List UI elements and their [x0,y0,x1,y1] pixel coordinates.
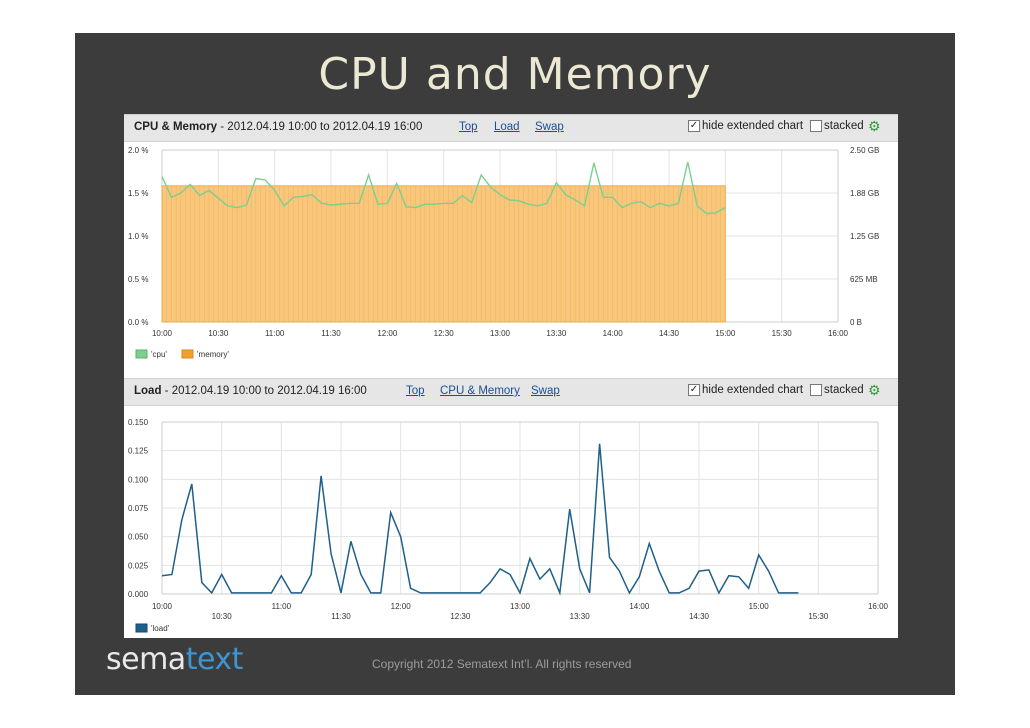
x-tick-label: 16:00 [828,329,849,338]
hide-extended-checkbox[interactable]: ✓ [688,384,700,396]
y-right-tick-label: 1.25 GB [850,232,879,241]
cpu-memory-chart: 10:00 10:30 11:00 11:30 12:00 12:30 13:00 13:30… [128,146,879,359]
stacked-option[interactable]: stacked [810,120,864,132]
x-tick-label: 15:30 [772,329,793,338]
x-tick-label: 12:00 [377,329,398,338]
x-tick-label: 15:00 [715,329,736,338]
x-tick-label: 10:00 [152,602,173,611]
x-tick-label: 14:30 [659,329,680,338]
stacked-checkbox[interactable] [810,384,822,396]
x-tick-label: 14:00 [629,602,650,611]
x-tick-label: 11:00 [265,329,285,338]
stacked-option[interactable]: stacked [810,384,864,396]
y-left-tick-label: 0.5 % [128,275,148,284]
legend-load-label: 'load' [151,624,170,633]
y-tick-label: 0.150 [128,418,149,427]
x-tick-label: 13:30 [570,612,591,621]
x-tick-label: 14:30 [689,612,710,621]
cpu-chart-title: CPU & Memory - 2012.04.19 10:00 to 2012.… [134,121,423,133]
x-tick-label: 11:00 [272,602,292,611]
charts-panel: CPU & Memory - 2012.04.19 10:00 to 2012.… [124,114,898,638]
load-chart-header: Load - 2012.04.19 10:00 to 2012.04.19 16… [124,378,898,406]
x-tick-label: 10:00 [152,329,173,338]
x-tick-label: 15:30 [808,612,829,621]
cpu-series-line [161,161,726,215]
legend-cpu-swatch [135,349,148,359]
cpu-chart-header: CPU & Memory - 2012.04.19 10:00 to 2012.… [124,114,898,142]
load-chart-title: Load - 2012.04.19 10:00 to 2012.04.19 16… [134,385,367,397]
legend-memory-swatch [181,349,194,359]
y-tick-label: 0.000 [128,590,149,599]
load-link[interactable]: Load [494,121,520,133]
legend-memory-label: 'memory' [197,350,229,359]
load-series-line [161,443,799,596]
y-tick-label: 0.025 [128,561,149,570]
x-tick-label: 10:30 [208,329,229,338]
y-tick-label: 0.125 [128,447,149,456]
x-tick-label: 13:00 [490,329,511,338]
y-right-tick-label: 0 B [850,318,862,327]
y-tick-label: 0.100 [128,475,149,484]
stacked-checkbox[interactable] [810,120,822,132]
legend-cpu-label: 'cpu' [151,350,167,359]
y-left-tick-label: 2.0 % [128,146,148,155]
x-tick-label: 15:00 [749,602,770,611]
y-left-tick-label: 1.5 % [128,189,148,198]
x-tick-label: 11:30 [321,329,341,338]
top-link[interactable]: Top [406,385,425,397]
y-right-tick-label: 625 MB [850,275,878,284]
hide-extended-chart-option[interactable]: ✓ hide extended chart [688,384,804,396]
y-left-tick-label: 1.0 % [128,232,148,241]
legend-load-swatch [135,623,148,633]
x-tick-label: 11:30 [331,612,351,621]
settings-gear-icon[interactable]: ⚙ [868,382,881,398]
settings-gear-icon[interactable]: ⚙ [868,118,881,134]
y-tick-label: 0.075 [128,504,149,513]
hide-extended-checkbox[interactable]: ✓ [688,120,700,132]
x-tick-label: 13:00 [510,602,531,611]
hide-extended-chart-option[interactable]: ✓ hide extended chart [688,120,804,132]
x-tick-label: 10:30 [212,612,233,621]
swap-link[interactable]: Swap [535,121,564,133]
y-tick-label: 0.050 [128,533,149,542]
x-tick-label: 13:30 [546,329,567,338]
top-link[interactable]: Top [459,121,478,133]
x-tick-label: 12:30 [434,329,455,338]
slide-title: CPU and Memory [318,49,712,100]
x-tick-label: 14:00 [603,329,624,338]
x-tick-label: 12:30 [450,612,471,621]
y-left-tick-label: 0.0 % [128,318,148,327]
x-tick-label: 12:00 [391,602,412,611]
y-right-tick-label: 1.88 GB [850,189,879,198]
load-chart: 10:00 10:30 11:00 11:30 12:00 12:30 13:00 13:30… [128,418,889,633]
cpu-memory-link[interactable]: CPU & Memory [440,385,520,397]
sematext-logo: sematext [106,642,243,677]
x-tick-label: 16:00 [868,602,889,611]
swap-link[interactable]: Swap [531,385,560,397]
y-right-tick-label: 2.50 GB [850,146,879,155]
copyright-text: Copyright 2012 Sematext Int’l. All right… [372,657,632,671]
